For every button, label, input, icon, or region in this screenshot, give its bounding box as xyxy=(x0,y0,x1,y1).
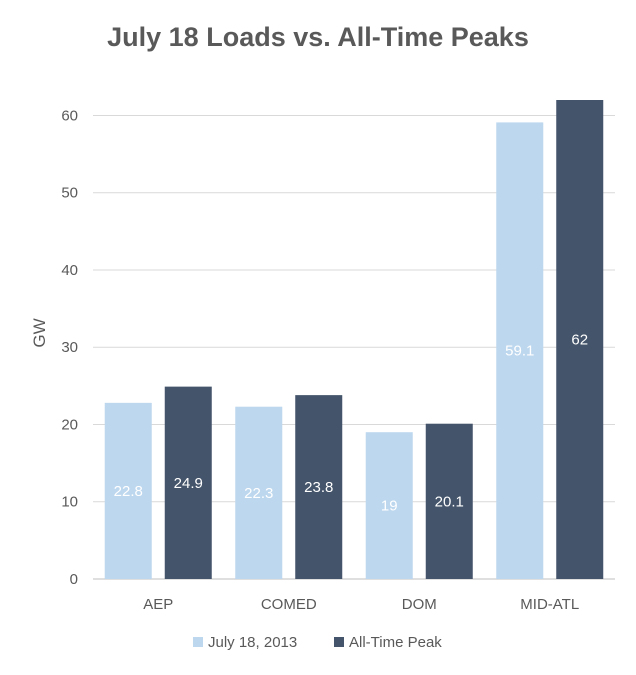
legend-swatch xyxy=(193,637,203,647)
y-tick-label: 20 xyxy=(61,416,78,433)
bar-value-label: 22.8 xyxy=(114,483,143,500)
legend-swatch xyxy=(334,637,344,647)
bar-mid-atl-july-18-2013 xyxy=(496,122,544,579)
legend-label: All-Time Peak xyxy=(349,634,442,651)
bar-dom-july-18-2013 xyxy=(365,432,413,579)
bar-value-label: 24.9 xyxy=(174,475,203,492)
bars: 22.8 24.9 22.3 23.8 19 20.1 59.1 62 xyxy=(104,100,604,579)
y-axis-ticks: 0 10 20 30 40 50 60 xyxy=(61,107,78,588)
x-tick-label: COMED xyxy=(261,596,317,613)
chart-title: July 18 Loads vs. All-Time Peaks xyxy=(107,22,529,52)
bar-value-label: 19 xyxy=(381,498,398,515)
x-axis-ticks: AEP COMED DOM MID-ATL xyxy=(143,596,579,613)
bar-value-label: 20.1 xyxy=(435,493,464,510)
bar-aep-all-time-peak xyxy=(164,386,212,579)
x-tick-label: AEP xyxy=(143,596,173,613)
y-tick-label: 30 xyxy=(61,339,78,356)
y-axis-label: GW xyxy=(30,318,49,347)
y-tick-label: 60 xyxy=(61,107,78,124)
bar-mid-atl-all-time-peak xyxy=(556,100,604,579)
bar-value-label: 22.3 xyxy=(244,485,273,502)
y-tick-label: 10 xyxy=(61,494,78,511)
bar-dom-all-time-peak xyxy=(425,423,473,579)
y-tick-label: 40 xyxy=(61,262,78,279)
bar-aep-july-18-2013 xyxy=(104,402,152,579)
legend: July 18, 2013 All-Time Peak xyxy=(193,634,442,651)
bar-value-label: 23.8 xyxy=(304,479,333,496)
y-tick-label: 50 xyxy=(61,185,78,202)
legend-label: July 18, 2013 xyxy=(208,634,297,651)
bar-comed-all-time-peak xyxy=(295,395,343,579)
x-tick-label: DOM xyxy=(402,596,437,613)
bar-value-label: 62 xyxy=(571,332,588,349)
bar-comed-july-18-2013 xyxy=(235,406,283,579)
bar-value-label: 59.1 xyxy=(505,343,534,360)
x-tick-label: MID-ATL xyxy=(520,596,579,613)
y-tick-label: 0 xyxy=(70,571,78,588)
